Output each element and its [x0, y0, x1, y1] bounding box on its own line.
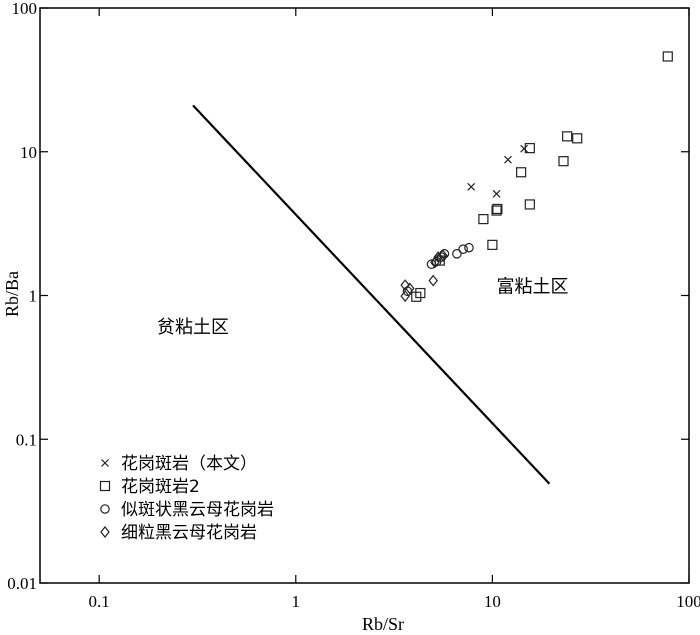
region-label: 贫粘土区: [157, 317, 229, 338]
data-point-circle: [426, 259, 437, 270]
x-tick-label: 100: [676, 592, 700, 611]
divider-line: [192, 104, 551, 485]
data-point-x: [492, 189, 501, 198]
data-point-diamond: [433, 251, 443, 264]
legend-marker-x: [101, 459, 109, 467]
y-tick-label: 100: [12, 0, 38, 18]
legend-label: 似斑状黑云母花岗岩: [121, 500, 274, 520]
y-tick-label: 10: [20, 143, 37, 162]
y-tick-label: 1: [29, 287, 38, 306]
y-tick-label: 0.1: [16, 430, 37, 449]
data-point-x: [504, 155, 512, 164]
data-point-square: [662, 51, 673, 62]
data-point-square: [516, 167, 527, 178]
y-tick-label: 0.01: [7, 574, 37, 593]
data-point-diamond: [400, 290, 410, 303]
legend-label: 花岗斑岩2: [121, 477, 200, 497]
x-tick-label: 10: [484, 592, 501, 611]
x-axis-title: Rb/Sr: [362, 614, 404, 634]
region-label: 富粘土区: [497, 276, 569, 297]
data-point-x: [467, 182, 476, 191]
legend-marker-diamond: [100, 526, 110, 538]
data-point-square: [558, 156, 569, 167]
x-tick-label: 1: [292, 592, 301, 611]
data-point-diamond: [400, 279, 410, 292]
data-point-diamond: [428, 274, 438, 287]
data-point-square: [524, 143, 535, 154]
data-point-diamond: [438, 249, 448, 262]
data-point-square: [492, 203, 503, 215]
data-point-diamond: [405, 282, 415, 295]
data-point-circle: [458, 244, 468, 254]
legend-label: 细粒黑云母花岗岩: [121, 523, 257, 543]
data-point-square: [491, 205, 502, 216]
data-point-x: [520, 144, 529, 153]
data-point-square: [415, 287, 426, 299]
legend-marker-circle: [100, 504, 110, 514]
y-axis-title: Rb/Ba: [2, 271, 22, 317]
data-point-square: [562, 131, 573, 142]
data-point-square: [478, 213, 489, 225]
data-point-square: [524, 199, 535, 210]
x-tick-label: 0.1: [89, 592, 110, 611]
data-point-circle: [464, 242, 474, 253]
legend-marker-square: [99, 480, 111, 492]
data-point-square: [572, 133, 583, 144]
data-point-square: [487, 239, 498, 250]
data-point-circle: [452, 249, 462, 259]
legend-label: 花岗斑岩（本文）: [121, 454, 257, 474]
